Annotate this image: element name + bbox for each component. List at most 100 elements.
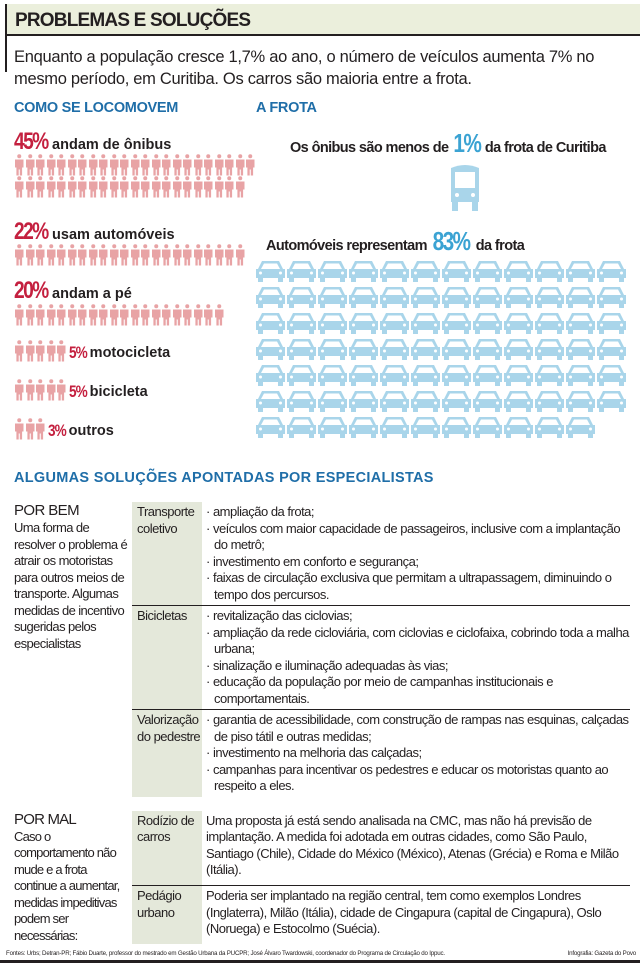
row-text: Poderia ser implantado na região central… bbox=[206, 888, 602, 936]
car-icon bbox=[256, 313, 285, 334]
car-icon bbox=[597, 339, 626, 360]
car-icon bbox=[597, 313, 626, 334]
stat-pct: 20% bbox=[14, 277, 49, 304]
person-icon bbox=[88, 244, 97, 266]
car-stat-pct: 83% bbox=[432, 226, 471, 256]
person-icon bbox=[15, 418, 24, 440]
car-icon bbox=[349, 287, 378, 308]
person-icon bbox=[78, 304, 87, 326]
good-intro: POR BEM Uma forma de resolver o problema … bbox=[14, 502, 132, 797]
car-icon bbox=[566, 391, 595, 412]
person-icon bbox=[99, 244, 108, 266]
car-icon bbox=[442, 391, 471, 412]
person-icon bbox=[78, 176, 87, 198]
car-icon bbox=[256, 417, 285, 438]
car-icon bbox=[349, 339, 378, 360]
car-icon bbox=[535, 391, 564, 412]
stat-moto: 5% motocicleta bbox=[14, 340, 170, 362]
car-icon bbox=[380, 287, 409, 308]
car-icon bbox=[318, 287, 347, 308]
good-solutions-table: POR BEM Uma forma de resolver o problema … bbox=[14, 502, 630, 797]
car-icon bbox=[442, 287, 471, 308]
car-icon bbox=[287, 339, 316, 360]
person-icon bbox=[57, 304, 66, 326]
car-icon bbox=[504, 261, 533, 282]
person-icon bbox=[172, 154, 181, 176]
person-icon bbox=[36, 379, 45, 401]
car-icon bbox=[256, 365, 285, 386]
person-icon bbox=[88, 176, 97, 198]
person-icon bbox=[25, 304, 34, 326]
car-icon bbox=[380, 365, 409, 386]
car-icon bbox=[380, 417, 409, 438]
locomotion-title: COMO SE LOCOMOVEM bbox=[14, 100, 179, 116]
person-icon bbox=[183, 176, 192, 198]
stat-label: usam automóveis bbox=[52, 227, 175, 243]
person-icon bbox=[172, 304, 181, 326]
item: ampliação da rede cicloviária, com ciclo… bbox=[206, 625, 630, 658]
person-icon bbox=[36, 418, 45, 440]
car-icon bbox=[473, 339, 502, 360]
car-icon bbox=[566, 313, 595, 334]
person-icon bbox=[193, 244, 202, 266]
person-icon bbox=[46, 379, 55, 401]
bus-icon bbox=[447, 164, 483, 217]
car-icon bbox=[287, 287, 316, 308]
car-icon bbox=[535, 365, 564, 386]
person-icon bbox=[109, 304, 118, 326]
solutions-title: ALGUMAS SOLUÇÕES APONTADAS POR ESPECIALI… bbox=[14, 470, 434, 486]
person-icon bbox=[109, 154, 118, 176]
car-icon bbox=[473, 313, 502, 334]
divider bbox=[5, 36, 7, 72]
person-icon bbox=[235, 244, 244, 266]
person-icon bbox=[151, 304, 160, 326]
item: educação da população por meio de campan… bbox=[206, 674, 630, 707]
person-icon bbox=[120, 244, 129, 266]
person-icon bbox=[57, 340, 66, 362]
row-category: Rodízio de carros bbox=[132, 810, 202, 886]
car-icon bbox=[318, 261, 347, 282]
car-icon bbox=[442, 261, 471, 282]
person-icon bbox=[183, 304, 192, 326]
bad-text: Caso o comportamento não mude e a frota … bbox=[14, 828, 120, 943]
person-icon bbox=[25, 418, 34, 440]
person-icon bbox=[130, 176, 139, 198]
bad-title: POR MAL bbox=[14, 810, 77, 828]
person-icon bbox=[193, 154, 202, 176]
car-icon bbox=[597, 287, 626, 308]
fleet-title: A FROTA bbox=[256, 100, 317, 116]
person-icon bbox=[214, 244, 223, 266]
car-icon bbox=[411, 365, 440, 386]
person-icon bbox=[36, 304, 45, 326]
car-icon bbox=[380, 313, 409, 334]
car-icon bbox=[349, 261, 378, 282]
car-stat-pre: Automóveis representam bbox=[266, 238, 427, 254]
car-icon bbox=[535, 287, 564, 308]
person-icon bbox=[235, 154, 244, 176]
person-icon bbox=[172, 244, 181, 266]
car-icon bbox=[597, 261, 626, 282]
car-icon bbox=[287, 313, 316, 334]
person-icon bbox=[67, 304, 76, 326]
bad-solutions-table: POR MAL Caso o comportamento não mude e a… bbox=[14, 810, 630, 944]
stat-label: bicicleta bbox=[89, 384, 148, 400]
person-icon bbox=[141, 176, 150, 198]
good-title: POR BEM bbox=[14, 502, 80, 519]
item: veículos com maior capacidade de passage… bbox=[206, 521, 630, 554]
person-icon bbox=[36, 176, 45, 198]
stat-bike: 5% bicicleta bbox=[14, 379, 148, 401]
row-items: revitalização das ciclovias;ampliação da… bbox=[202, 606, 630, 710]
person-icon bbox=[99, 154, 108, 176]
car-icon bbox=[318, 417, 347, 438]
car-icon bbox=[535, 313, 564, 334]
car-icon bbox=[287, 261, 316, 282]
car-icon bbox=[504, 287, 533, 308]
car-icon bbox=[442, 339, 471, 360]
person-icon bbox=[99, 304, 108, 326]
item: sinalização e iluminação adequadas às vi… bbox=[206, 658, 630, 675]
person-icon bbox=[141, 304, 150, 326]
car-icon bbox=[287, 391, 316, 412]
intro-text: Enquanto a população cresce 1,7% ao ano,… bbox=[14, 48, 595, 88]
stat-label: andam de ônibus bbox=[52, 137, 172, 153]
person-icon bbox=[15, 340, 24, 362]
